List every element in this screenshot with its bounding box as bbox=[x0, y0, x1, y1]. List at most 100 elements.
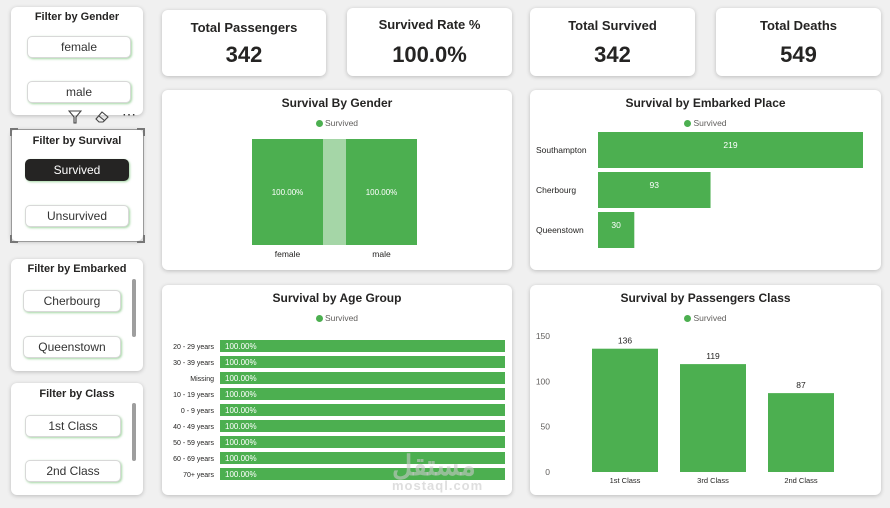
embarked-data-label: 30 bbox=[611, 220, 621, 230]
chart-title: Survival by Passengers Class bbox=[620, 291, 791, 305]
mostaql-watermark: مستقل mostaql.com bbox=[392, 450, 483, 494]
kpi-total-deaths: Total Deaths 549 bbox=[716, 8, 881, 76]
chart-age[interactable]: Survival by Age Group Survived 100.00% 20… bbox=[162, 285, 512, 495]
embarked-bar-cherbourg[interactable] bbox=[598, 172, 711, 208]
embarked-bar-queenstown[interactable] bbox=[598, 212, 635, 248]
class-chart-svg: 0 50 100 150 136 1st Class 119 3rd Class 87 2nd C… bbox=[536, 331, 834, 485]
age-data-label: 100.00% bbox=[225, 342, 257, 351]
age-data-label: 100.00% bbox=[225, 390, 257, 399]
embarked-category-label: Cherbourg bbox=[536, 185, 576, 195]
resize-handle-br[interactable] bbox=[137, 235, 145, 243]
legend-dot bbox=[684, 315, 692, 322]
kpi-total-passengers: Total Passengers 342 bbox=[162, 10, 326, 76]
class-data-label: 119 bbox=[706, 351, 720, 361]
kpi-value: 342 bbox=[594, 42, 631, 67]
embarked-option-queenstown[interactable]: Queenstown bbox=[23, 336, 121, 358]
class-y-tick-label: 100 bbox=[536, 376, 550, 386]
embarked-chart-svg: 219 Southampton 93 Cherbourg 30 Queenstown bbox=[536, 132, 863, 248]
age-bar[interactable] bbox=[220, 372, 505, 384]
more-icon[interactable]: ⋯ bbox=[122, 106, 136, 122]
kpi-label: Total Passengers bbox=[190, 20, 298, 35]
class-y-tick-label: 0 bbox=[545, 467, 550, 477]
gender-slicer-title: Filter by Gender bbox=[34, 11, 120, 23]
age-category-label: Missing bbox=[190, 376, 214, 383]
embarked-bar-southampton[interactable] bbox=[598, 132, 863, 168]
gender-option-female[interactable]: female bbox=[27, 36, 131, 58]
age-data-label: 100.00% bbox=[225, 454, 257, 463]
age-bar[interactable] bbox=[220, 388, 505, 400]
age-category-label: 20 - 29 years bbox=[173, 344, 214, 351]
kpi-value: 342 bbox=[225, 42, 263, 67]
age-data-label: 100.00% bbox=[225, 422, 257, 431]
survival-slicer: Filter by Survival Survived Unsurvived bbox=[11, 129, 143, 241]
resize-handle-tl[interactable] bbox=[10, 128, 18, 136]
survival-slicer-title: Filter by Survival bbox=[32, 135, 122, 147]
age-bar[interactable] bbox=[220, 420, 505, 432]
age-data-label: 100.00% bbox=[225, 470, 257, 479]
age-bar[interactable] bbox=[220, 468, 505, 480]
gender-bar-female[interactable] bbox=[252, 139, 323, 245]
resize-handle-tr[interactable] bbox=[137, 128, 145, 136]
embarked-data-label: 93 bbox=[650, 180, 660, 190]
age-bar[interactable] bbox=[220, 436, 505, 448]
legend-dot bbox=[315, 315, 323, 322]
embarked-category-label: Queenstown bbox=[536, 225, 584, 235]
gender-data-label: 100.00% bbox=[272, 188, 304, 197]
class-bar-1[interactable] bbox=[592, 348, 658, 472]
gender-bar-male[interactable] bbox=[346, 139, 417, 245]
watermark-arabic: مستقل bbox=[392, 450, 476, 481]
kpi-survived-rate: Survived Rate % 100.0% bbox=[347, 8, 512, 76]
class-y-tick-label: 150 bbox=[536, 331, 550, 341]
class-y-tick-label: 50 bbox=[541, 422, 551, 432]
class-scrollbar[interactable] bbox=[132, 403, 136, 461]
chart-legend: Survived bbox=[530, 118, 881, 128]
age-category-label: 0 - 9 years bbox=[181, 408, 215, 415]
embarked-category-label: Southampton bbox=[536, 145, 587, 155]
age-data-label: 100.00% bbox=[225, 406, 257, 415]
class-category-label: 3rd Class bbox=[697, 476, 729, 485]
age-category-label: 30 - 39 years bbox=[173, 360, 214, 367]
kpi-label: Total Survived bbox=[568, 18, 657, 33]
gender-category-label: male bbox=[372, 249, 391, 259]
survival-option-unsurvived[interactable]: Unsurvived bbox=[25, 205, 129, 227]
embarked-data-label: 219 bbox=[723, 140, 737, 150]
legend-label: Survived bbox=[324, 313, 359, 323]
age-bar[interactable] bbox=[220, 356, 505, 368]
class-data-label: 136 bbox=[618, 336, 632, 346]
eraser-icon[interactable] bbox=[94, 110, 110, 124]
chart-title: Survival by Embarked Place bbox=[625, 96, 786, 110]
selection-frame bbox=[11, 129, 144, 242]
kpi-value: 100.0% bbox=[392, 42, 467, 67]
age-bar[interactable] bbox=[220, 452, 505, 464]
kpi-label: Survived Rate % bbox=[378, 17, 481, 32]
age-data-label: 100.00% bbox=[225, 358, 257, 367]
chart-legend: Survived bbox=[162, 313, 512, 323]
chart-embarked[interactable]: Survival by Embarked Place Survived 219 S… bbox=[530, 90, 881, 270]
resize-handle-bl[interactable] bbox=[10, 235, 18, 243]
legend-label: Survived bbox=[693, 118, 727, 128]
age-bar[interactable] bbox=[220, 340, 505, 352]
class-bar-2[interactable] bbox=[680, 364, 746, 472]
chart-gender[interactable]: Survival By Gender Survived 100.00% femal… bbox=[162, 90, 512, 270]
kpi-value: 549 bbox=[780, 42, 817, 67]
age-category-label: 10 - 19 years bbox=[173, 392, 214, 399]
gender-option-male[interactable]: male bbox=[27, 81, 131, 103]
chart-class[interactable]: Survival by Passengers Class Survived 0 5… bbox=[530, 285, 881, 495]
gender-data-label: 100.00% bbox=[366, 188, 398, 197]
chart-title: Survival By Gender bbox=[281, 96, 393, 110]
survival-option-survived[interactable]: Survived bbox=[25, 159, 129, 181]
class-slicer-title: Filter by Class bbox=[39, 388, 115, 400]
age-data-label: 100.00% bbox=[225, 374, 257, 383]
gender-gap-band[interactable] bbox=[323, 139, 346, 245]
class-category-label: 2nd Class bbox=[784, 476, 818, 485]
class-option-1st[interactable]: 1st Class bbox=[25, 415, 121, 437]
age-category-label: 60 - 69 years bbox=[173, 456, 214, 463]
class-option-2nd[interactable]: 2nd Class bbox=[25, 460, 121, 482]
class-bar-3[interactable] bbox=[768, 393, 834, 472]
embarked-scrollbar[interactable] bbox=[132, 279, 136, 337]
filter-icon[interactable] bbox=[68, 110, 82, 124]
embarked-option-cherbourg[interactable]: Cherbourg bbox=[23, 290, 121, 312]
visual-toolbar: ⋯ bbox=[66, 106, 144, 126]
age-bar[interactable] bbox=[220, 404, 505, 416]
age-chart-svg: 100.00% 20 - 29 years 100.00% 30 - 39 years… bbox=[173, 340, 505, 480]
